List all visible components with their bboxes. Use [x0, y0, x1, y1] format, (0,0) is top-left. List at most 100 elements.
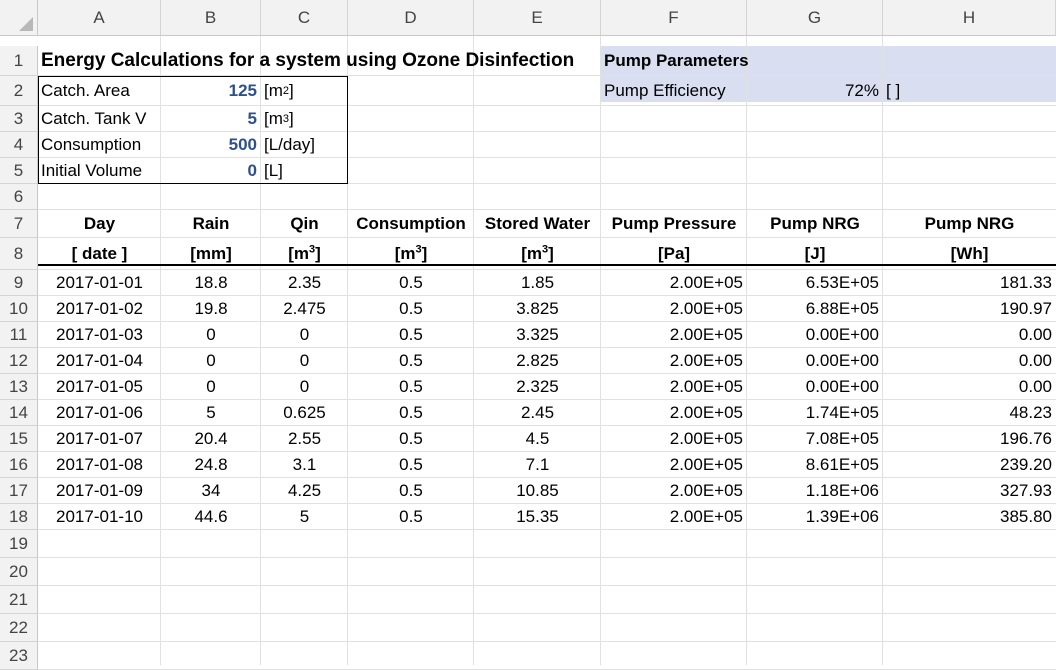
row-header-8[interactable]: 8: [0, 238, 38, 270]
row-header-18[interactable]: 18: [0, 504, 38, 530]
table-header[interactable]: Day: [83, 214, 116, 233]
table-cell[interactable]: 48.23: [1009, 403, 1052, 422]
row-header-14[interactable]: 14: [0, 400, 38, 426]
table-cell[interactable]: 0.5: [399, 325, 423, 344]
table-cell[interactable]: 181.33: [1000, 273, 1052, 292]
row-header-19[interactable]: 19: [0, 530, 38, 558]
table-cell[interactable]: 2.00E+05: [669, 325, 743, 344]
table-cell[interactable]: 239.20: [1000, 455, 1052, 474]
param-label[interactable]: Catch. Area: [41, 81, 130, 100]
param-value[interactable]: 125: [228, 81, 257, 100]
table-cell[interactable]: 2.325: [516, 377, 559, 396]
column-header-e[interactable]: E: [474, 0, 601, 36]
table-cell[interactable]: 2017-01-02: [56, 299, 143, 318]
row-header-16[interactable]: 16: [0, 452, 38, 478]
table-header[interactable]: Pump NRG: [770, 214, 860, 233]
table-cell[interactable]: 0.5: [399, 273, 423, 292]
param-unit[interactable]: [m 2]: [264, 81, 294, 100]
table-cell[interactable]: 190.97: [1000, 299, 1052, 318]
table-header[interactable]: Qin: [290, 214, 319, 233]
table-header[interactable]: Consumption: [356, 214, 466, 233]
column-header-f[interactable]: F: [601, 0, 747, 36]
row-header-2[interactable]: 2: [0, 76, 38, 106]
table-cell[interactable]: 0.00: [1018, 377, 1052, 396]
table-cell[interactable]: 0: [206, 377, 216, 396]
table-unit[interactable]: [ date ]: [38, 238, 161, 270]
column-header-a[interactable]: A: [38, 0, 161, 36]
table-cell[interactable]: 3.325: [516, 325, 559, 344]
row-header-7[interactable]: 7: [0, 210, 38, 238]
row-header-5[interactable]: 5: [0, 158, 38, 184]
table-cell[interactable]: 3.825: [516, 299, 559, 318]
table-cell[interactable]: 2.00E+05: [669, 273, 743, 292]
table-cell[interactable]: 0.5: [399, 377, 423, 396]
sheet-title[interactable]: Energy Calculations for a system using O…: [41, 50, 575, 71]
table-cell[interactable]: 2.00E+05: [669, 455, 743, 474]
row-header-20[interactable]: 20: [0, 558, 38, 586]
table-cell[interactable]: 6.53E+05: [805, 273, 879, 292]
table-cell[interactable]: 2017-01-10: [56, 507, 143, 526]
table-header[interactable]: Pump NRG: [924, 214, 1015, 233]
table-cell[interactable]: 2017-01-09: [56, 481, 143, 500]
table-cell[interactable]: 20.4: [194, 429, 228, 448]
table-cell[interactable]: 0.00E+00: [805, 351, 879, 370]
param-value[interactable]: 500: [228, 135, 257, 154]
table-cell[interactable]: 4.25: [287, 481, 322, 500]
table-cell[interactable]: 2.00E+05: [669, 377, 743, 396]
table-cell[interactable]: 19.8: [194, 299, 228, 318]
table-cell[interactable]: 0.00E+00: [805, 377, 879, 396]
row-header-6[interactable]: 6: [0, 184, 38, 210]
table-cell[interactable]: 0: [299, 325, 310, 344]
row-header-17[interactable]: 17: [0, 478, 38, 504]
row-header-1[interactable]: 1: [0, 46, 38, 76]
table-cell[interactable]: 18.8: [194, 273, 228, 292]
param-value[interactable]: 5: [247, 109, 257, 128]
table-cell[interactable]: 2017-01-03: [56, 325, 143, 344]
table-cell[interactable]: 0: [299, 377, 310, 396]
table-cell[interactable]: 0.5: [399, 351, 423, 370]
table-cell[interactable]: 2.475: [283, 299, 326, 318]
column-header-c[interactable]: C: [261, 0, 348, 36]
table-cell[interactable]: 24.8: [194, 455, 228, 474]
pump-efficiency-label[interactable]: Pump Efficiency: [604, 81, 726, 100]
table-cell[interactable]: 0.5: [399, 429, 423, 448]
pump-parameters-header[interactable]: Pump Parameters: [604, 51, 749, 70]
table-cell[interactable]: 2017-01-08: [56, 455, 143, 474]
table-unit[interactable]: [J]: [747, 238, 883, 270]
row-header-10[interactable]: 10: [0, 296, 38, 322]
table-unit[interactable]: [m3]: [474, 238, 601, 270]
table-cell[interactable]: 2017-01-06: [56, 403, 143, 422]
table-cell[interactable]: 2.00E+05: [669, 507, 743, 526]
param-label[interactable]: Consumption: [41, 135, 142, 154]
table-unit[interactable]: [mm]: [161, 238, 261, 270]
table-cell[interactable]: 0.5: [399, 507, 423, 526]
table-cell[interactable]: 196.76: [1000, 429, 1052, 448]
row-header-4[interactable]: 4: [0, 132, 38, 158]
param-unit[interactable]: [m 3]: [264, 109, 294, 128]
table-cell[interactable]: 7.1: [525, 455, 550, 474]
column-header-h[interactable]: H: [883, 0, 1056, 36]
table-cell[interactable]: 0.5: [399, 403, 423, 422]
column-header-g[interactable]: G: [747, 0, 883, 36]
table-cell[interactable]: 8.61E+05: [805, 455, 879, 474]
table-cell[interactable]: 0.5: [399, 481, 423, 500]
table-cell[interactable]: 7.08E+05: [805, 429, 879, 448]
param-unit[interactable]: [L]: [261, 158, 348, 184]
row-header-11[interactable]: 11: [0, 322, 38, 348]
table-cell[interactable]: 2017-01-01: [56, 273, 143, 292]
table-cell[interactable]: 10.85: [516, 481, 559, 500]
table-unit[interactable]: [m3]: [348, 238, 474, 270]
table-cell[interactable]: 2.35: [287, 273, 322, 292]
table-cell[interactable]: 2017-01-05: [56, 377, 143, 396]
table-cell[interactable]: 385.80: [1000, 507, 1052, 526]
param-label[interactable]: Catch. Tank V: [41, 109, 147, 128]
table-cell[interactable]: 5: [299, 507, 310, 526]
table-header[interactable]: Rain: [192, 214, 230, 233]
table-cell[interactable]: 2.00E+05: [669, 299, 743, 318]
table-cell[interactable]: 0: [299, 351, 310, 370]
table-cell[interactable]: 2.55: [287, 429, 322, 448]
table-cell[interactable]: 34: [201, 481, 221, 500]
table-header[interactable]: Pump Pressure: [611, 214, 737, 233]
table-cell[interactable]: 2017-01-07: [56, 429, 143, 448]
table-cell[interactable]: 0.00: [1018, 325, 1052, 344]
